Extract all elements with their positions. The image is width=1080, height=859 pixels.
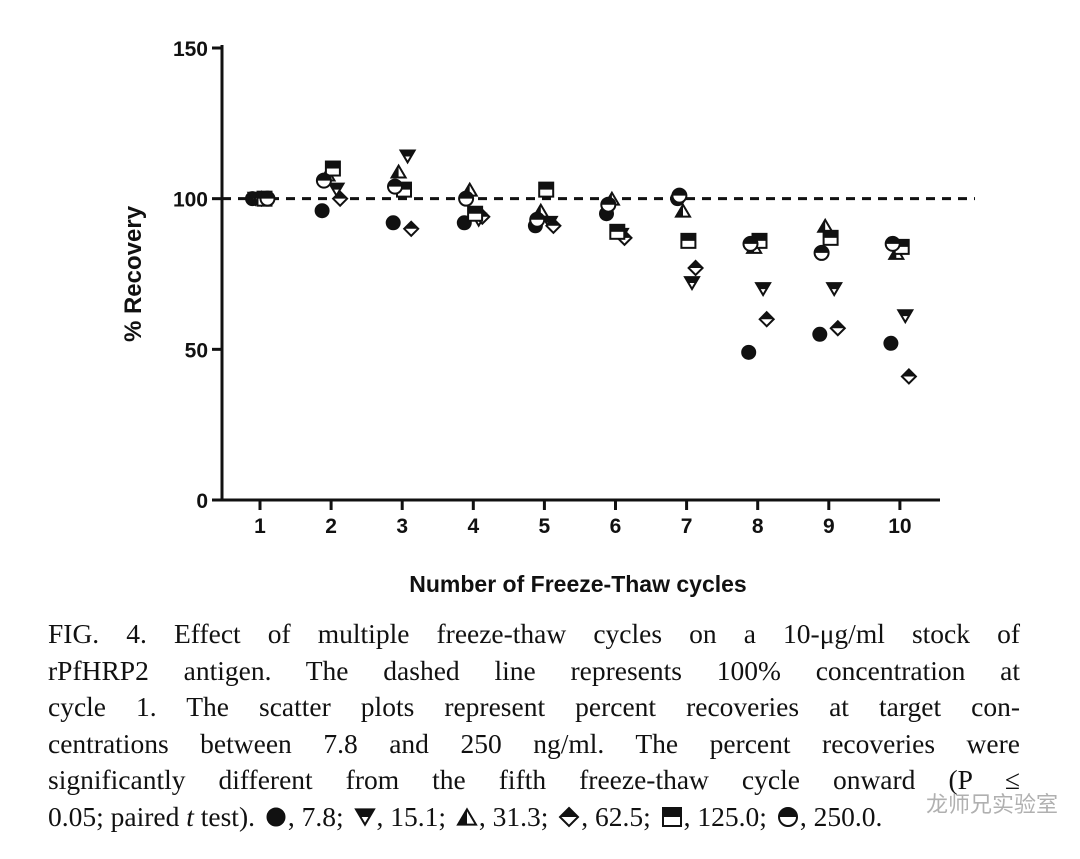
legend-item: , 15.1; [344,801,446,832]
x-tick-label: 5 [539,515,551,538]
data-point-half-circle [884,235,901,252]
caption-legend: , 7.8; , 15.1; , 31.3; , 62.5; , 125.0; … [255,801,882,832]
legend-item: , 31.3; [446,801,548,832]
data-point-half-diamond [687,259,705,277]
legend-label: , 125.0; [683,800,767,832]
x-tick-label: 8 [752,515,764,538]
data-point-half-square [538,181,555,198]
data-point-half-square [467,205,484,222]
scatter-chart: 0 50 100 150 1 2 3 4 5 6 7 8 9 10 % Recovery Number o… [120,38,975,597]
half-square-icon [661,806,682,827]
x-tick-label: 7 [681,515,693,538]
data-point-up-triangle [674,202,692,218]
data-point-half-circle [813,244,830,261]
caption-text: 0.05; paired [48,800,187,832]
data-point-down-triangle [825,282,843,297]
data-point-filled-circle [741,344,757,360]
y-tick-label: 150 [173,38,208,61]
caption-line: significantly different from the fifth f… [48,764,1020,795]
data-point-half-circle [259,190,276,207]
legend-item: , 7.8; [255,801,344,832]
x-tick-label: 6 [610,515,622,538]
figure-caption: FIG. 4. Effect of multiple freeze-thaw c… [48,616,1020,835]
data-point-half-circle [315,172,332,189]
data-point-half-diamond [900,368,918,385]
data-point-half-diamond [544,217,562,235]
data-point-half-circle [671,187,688,204]
half-circle-icon [777,806,798,827]
legend-item: , 250.0. [767,801,882,832]
data-point-down-triangle [896,309,915,325]
up-triangle-icon [456,806,478,826]
data-point-down-triangle [683,276,701,291]
data-point-filled-circle [385,215,401,231]
data-point-down-triangle [327,182,346,198]
caption-text: test). [193,800,255,832]
data-point-half-circle [742,235,759,252]
x-tick-label: 2 [325,515,337,538]
y-tick-label: 100 [173,189,208,212]
data-point-half-circle [458,190,475,207]
x-tick-label: 3 [396,515,408,538]
caption-line: cycle 1. The scatter plots represent per… [48,691,1020,722]
data-point-half-square [822,229,839,246]
data-point-down-triangle [754,282,772,297]
legend-item: , 125.0; [651,801,767,832]
caption-line: centrations between 7.8 and 250 ng/ml. T… [48,727,1020,759]
data-point-up-triangle [389,163,408,179]
y-tick-label: 50 [185,339,208,362]
x-tick-label: 10 [888,515,911,538]
data-point-half-diamond [758,310,776,328]
axes: 0 50 100 150 1 2 3 4 5 6 7 8 9 10 [173,38,940,538]
y-axis-label: % Recovery [120,205,147,342]
half-diamond-icon [558,806,580,827]
half-circle-icon-glyph [777,806,798,827]
caption-last-line: 0.05; paired t test). , 7.8; , 15.1; , 3… [48,799,1020,836]
data-point-filled-circle [812,326,828,342]
data-point-half-square [324,160,341,177]
up-triangle-icon-glyph [456,806,478,826]
x-axis-label: Number of Freeze-Thaw cycles [409,571,746,597]
legend-label: , 250.0. [799,800,883,832]
half-square-icon-glyph [661,806,682,827]
y-tick-label: 0 [196,490,208,513]
watermark-text: 龙师兄实验室 [925,793,1058,818]
legend-label: , 62.5; [581,800,651,832]
down-triangle-icon [353,807,376,827]
caption-line: rPfHRP2 antigen. The dashed line represe… [48,654,1020,686]
legend-label: , 7.8; [287,800,344,832]
data-point-filled-circle [883,335,899,351]
data-point-half-square [680,232,697,249]
legend-item: , 62.5; [548,800,651,832]
data-point-down-triangle [398,149,417,165]
data-point-filled-circle [314,203,330,219]
legend-label: , 31.3; [478,800,549,832]
filled-circle-icon [266,807,286,826]
data-point-half-diamond [331,190,349,208]
x-tick-label: 1 [254,515,266,538]
data-point-half-diamond [402,220,420,238]
data-point-half-circle [600,196,617,213]
caption-italic-t: t [186,800,194,832]
x-tick-label: 9 [823,515,835,538]
data-points [245,149,918,385]
data-point-half-diamond [829,319,847,337]
x-tick-label: 4 [467,515,479,538]
data-point-half-circle [529,211,546,228]
down-triangle-icon-glyph [353,807,376,827]
data-point-half-circle [387,178,403,195]
caption-line: FIG. 4. Effect of multiple freeze-thaw c… [48,618,1020,649]
data-point-half-square [609,223,626,240]
legend-label: , 15.1; [376,800,447,832]
half-diamond-icon-glyph [558,806,580,827]
filled-circle-icon-glyph [266,807,286,826]
